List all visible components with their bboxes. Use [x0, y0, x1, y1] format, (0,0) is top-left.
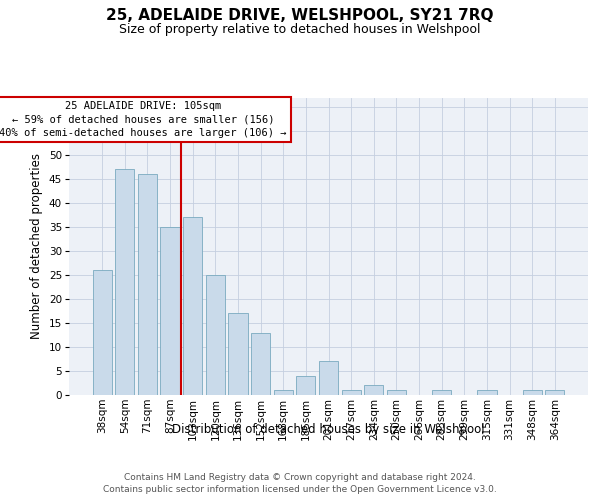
Bar: [296, 376, 316, 395]
Bar: [160, 227, 180, 395]
Bar: [319, 362, 338, 395]
Bar: [364, 386, 383, 395]
Y-axis label: Number of detached properties: Number of detached properties: [30, 153, 43, 340]
Bar: [545, 390, 565, 395]
Text: Contains public sector information licensed under the Open Government Licence v3: Contains public sector information licen…: [103, 485, 497, 494]
Bar: [115, 170, 134, 395]
Bar: [183, 218, 202, 395]
Bar: [274, 390, 293, 395]
Text: Size of property relative to detached houses in Welshpool: Size of property relative to detached ho…: [119, 24, 481, 36]
Bar: [206, 275, 225, 395]
Bar: [387, 390, 406, 395]
Text: Contains HM Land Registry data © Crown copyright and database right 2024.: Contains HM Land Registry data © Crown c…: [124, 472, 476, 482]
Bar: [229, 314, 248, 395]
Text: 25, ADELAIDE DRIVE, WELSHPOOL, SY21 7RQ: 25, ADELAIDE DRIVE, WELSHPOOL, SY21 7RQ: [106, 8, 494, 22]
Bar: [138, 174, 157, 395]
Bar: [341, 390, 361, 395]
Bar: [432, 390, 451, 395]
Bar: [251, 332, 270, 395]
Text: Distribution of detached houses by size in Welshpool: Distribution of detached houses by size …: [172, 422, 485, 436]
Text: 25 ADELAIDE DRIVE: 105sqm
← 59% of detached houses are smaller (156)
40% of semi: 25 ADELAIDE DRIVE: 105sqm ← 59% of detac…: [0, 102, 287, 138]
Bar: [92, 270, 112, 395]
Bar: [523, 390, 542, 395]
Bar: [477, 390, 497, 395]
